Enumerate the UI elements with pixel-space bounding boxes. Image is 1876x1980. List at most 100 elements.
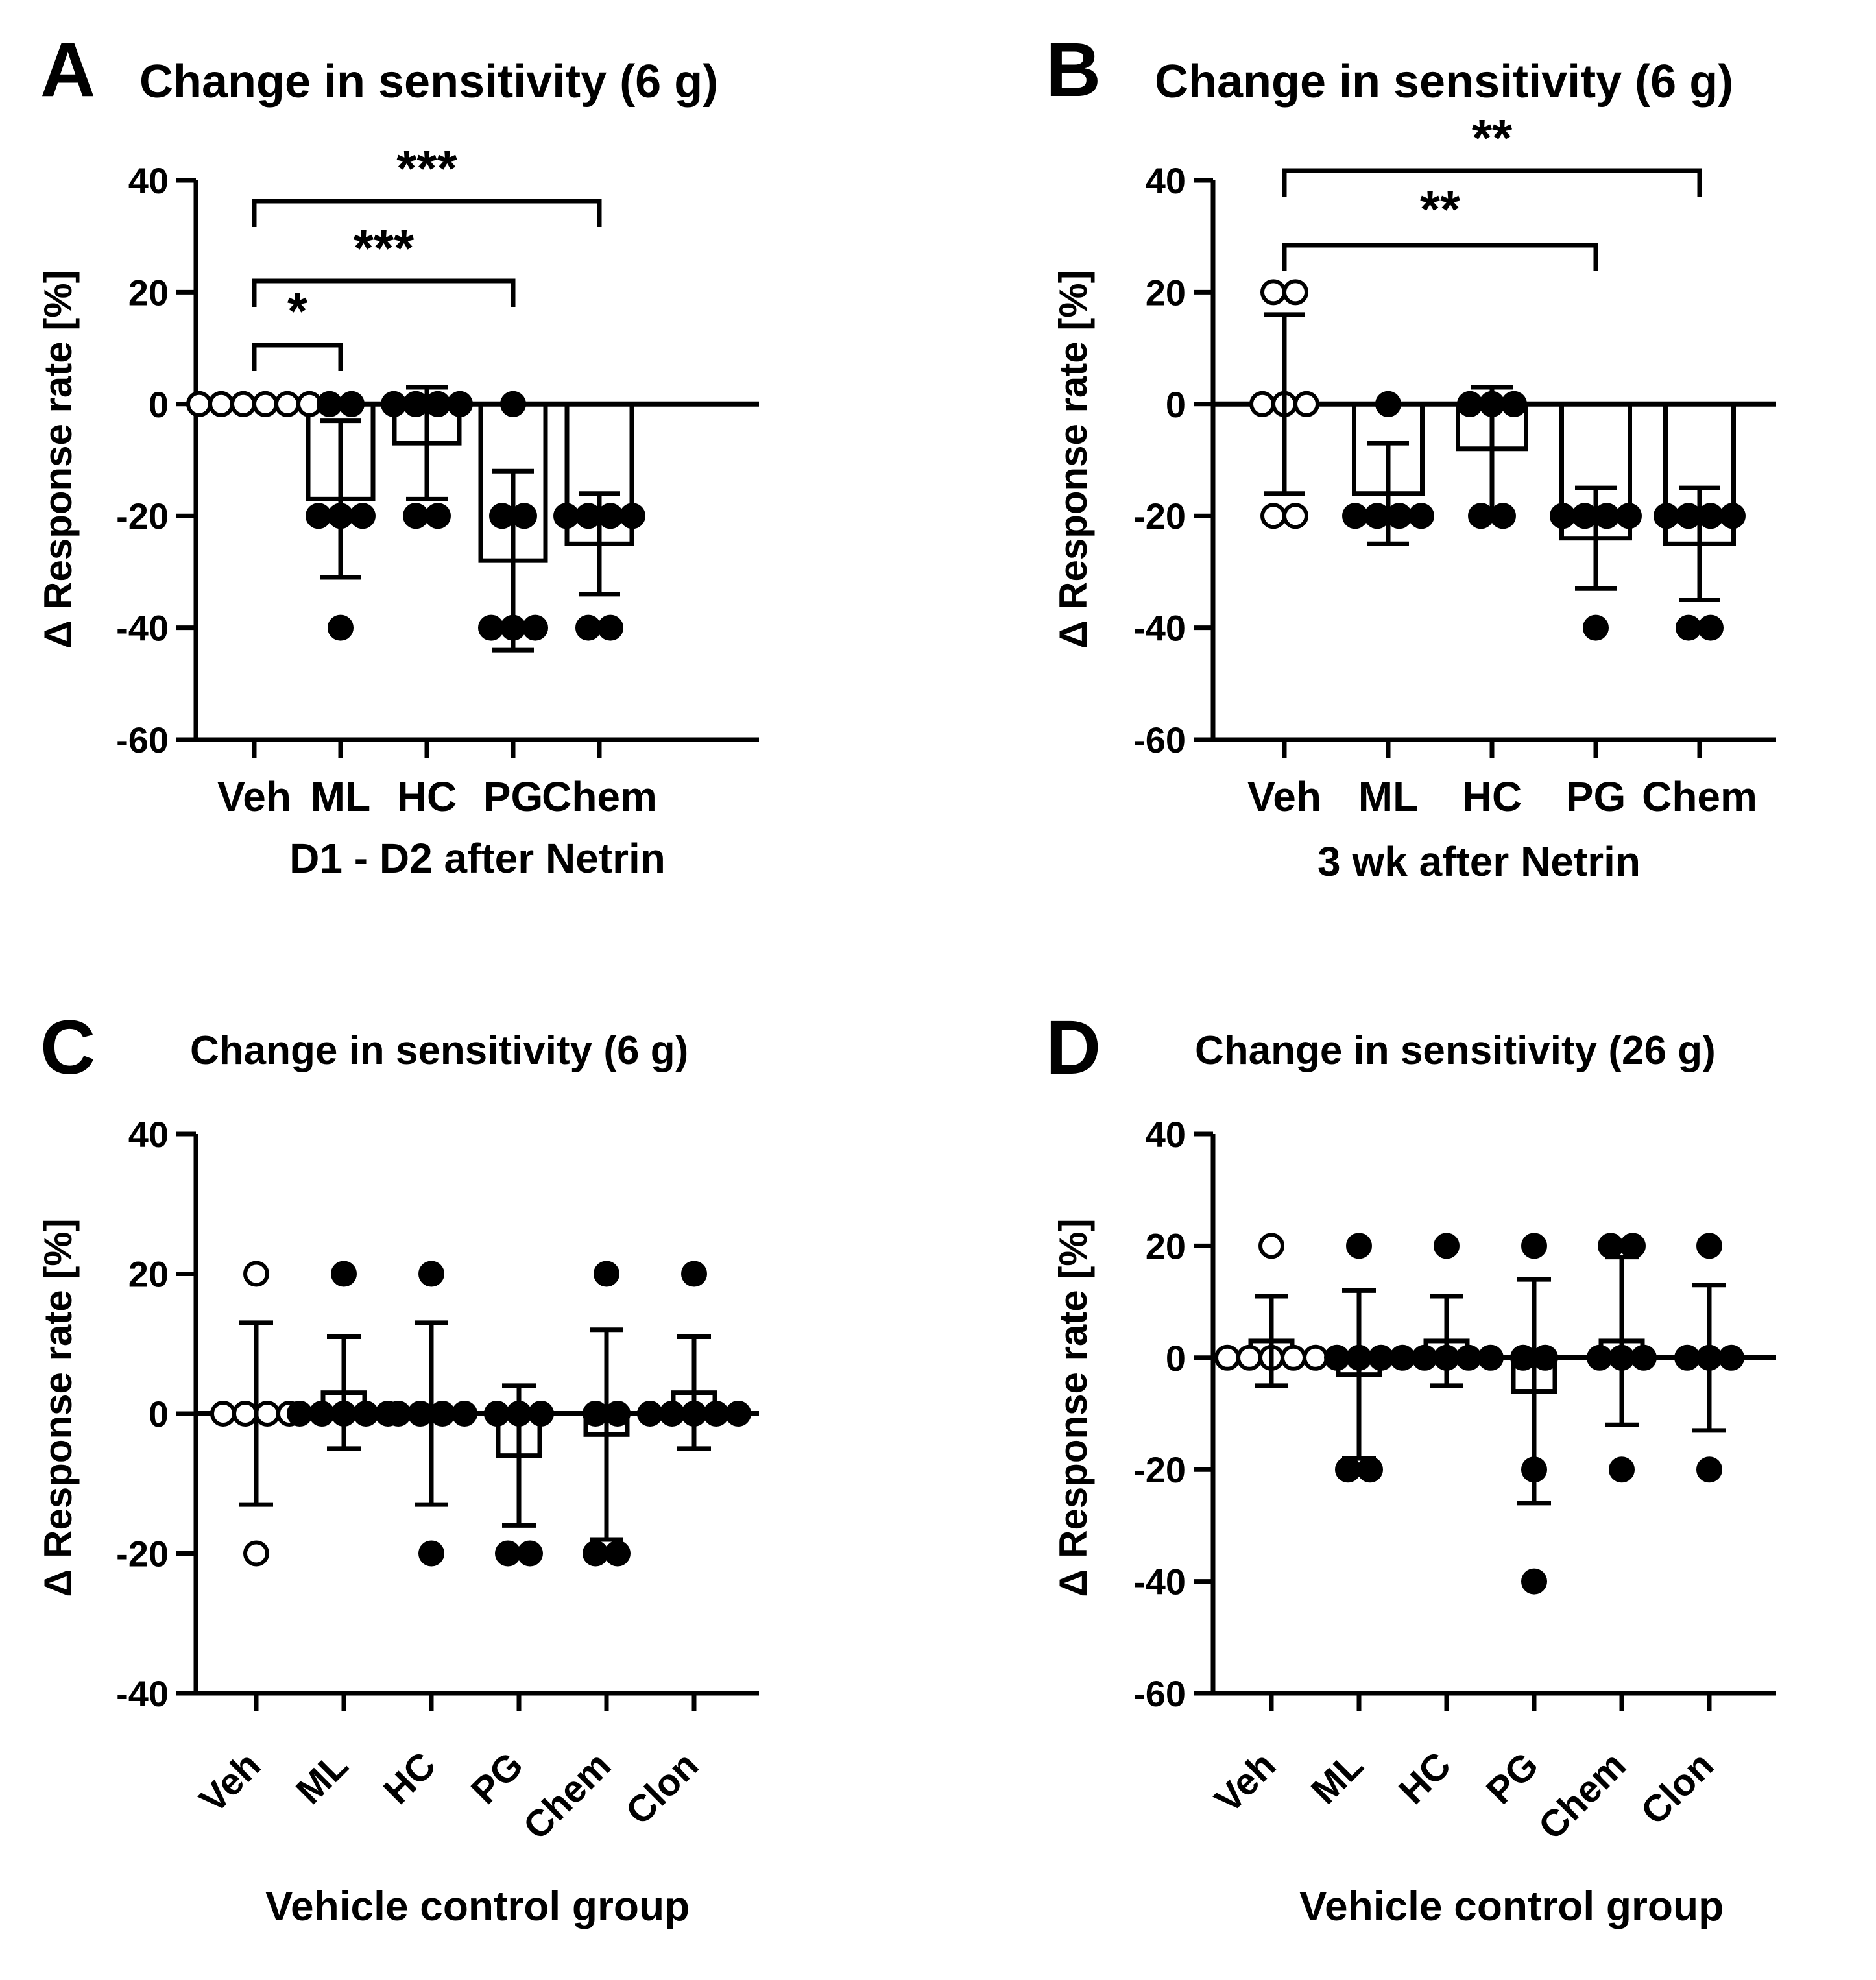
significance-bracket (252, 278, 516, 307)
data-point (495, 1540, 521, 1567)
data-point (309, 1401, 335, 1427)
x-axis-label: D1 - D2 after Netrin (289, 835, 666, 882)
category-label: HC (1462, 773, 1522, 820)
category-label: ML (288, 1744, 356, 1812)
data-point (306, 503, 331, 529)
data-point (583, 1540, 608, 1567)
y-tick-label: -40 (1133, 1562, 1186, 1602)
x-axis-label: Vehicle control group (265, 1883, 690, 1929)
y-tick-label: -20 (1133, 1449, 1186, 1490)
panel-c: C Change in sensitivity (6 g) 40 20 0 -20 -40 V… (36, 1005, 759, 1929)
data-point (1258, 1233, 1284, 1259)
data-point (1720, 503, 1746, 529)
category-label: PG (463, 1744, 531, 1812)
significance-bracket (1282, 243, 1598, 271)
data-point (575, 614, 601, 641)
data-point (484, 1401, 510, 1427)
data-point (1303, 1344, 1329, 1371)
y-tick-label: -20 (116, 496, 169, 537)
significance-bracket (1282, 168, 1702, 197)
data-point (1249, 391, 1275, 417)
y-tick-label: 20 (128, 272, 169, 313)
data-point (1532, 1344, 1558, 1371)
data-point (489, 503, 515, 529)
category-label: Veh (217, 773, 291, 820)
data-point (725, 1401, 751, 1427)
data-point (1260, 279, 1286, 306)
data-point (1698, 503, 1724, 529)
panel-letter: C (40, 1005, 95, 1091)
category-label: PG (483, 773, 543, 820)
data-point (1434, 1233, 1460, 1259)
data-point (1357, 1456, 1383, 1483)
data-point (637, 1401, 663, 1427)
data-point (317, 391, 343, 417)
data-point (1281, 1344, 1306, 1371)
data-point (1631, 1344, 1657, 1371)
data-point (232, 1401, 258, 1427)
panel-d: D Change in sensitivity (26 g)40 20 0 -20 -40… (1046, 1005, 1776, 1929)
significance-label: * (287, 282, 308, 340)
data-point (403, 503, 429, 529)
data-point (385, 1401, 411, 1427)
data-point (425, 503, 451, 529)
category-label: Chem (515, 1744, 619, 1848)
data-point (425, 391, 451, 417)
data-point (1457, 391, 1483, 417)
data-point (230, 391, 256, 417)
data-point (407, 1401, 433, 1427)
y-axis-label: Δ Response rate [%] (1052, 1218, 1095, 1597)
data-point (274, 391, 300, 417)
y-tick-label: -40 (116, 608, 169, 649)
panel-b: B Change in sensitivity (6 g) 40 20 0 -20 -40 -… (1046, 27, 1776, 885)
data-point (418, 1540, 444, 1567)
data-point (681, 1261, 707, 1287)
category-label: PG (1478, 1744, 1546, 1812)
data-point (1389, 1344, 1415, 1371)
data-point (1598, 1233, 1624, 1259)
data-point (1609, 1456, 1635, 1483)
significance-label: ** (1420, 180, 1461, 238)
data-point (1698, 614, 1724, 641)
y-tick-label: -40 (116, 1673, 169, 1714)
category-label: Chem (1642, 773, 1757, 820)
y-tick-label: 20 (1146, 1225, 1186, 1266)
data-point (1236, 1344, 1262, 1371)
x-axis-label: Vehicle control group (1299, 1883, 1724, 1929)
data-point (594, 1261, 619, 1287)
y-tick-label: 40 (1146, 160, 1186, 201)
y-tick-label: 0 (1166, 1338, 1186, 1379)
data-point (1594, 503, 1620, 529)
category-label: HC (1391, 1744, 1459, 1812)
data-point (1521, 1233, 1547, 1259)
panel-title: Change in sensitivity (6 g) (139, 56, 718, 108)
data-point (583, 1401, 608, 1427)
data-point (1282, 503, 1308, 529)
data-point (1616, 503, 1642, 529)
category-label: PG (1566, 773, 1626, 820)
data-point (208, 391, 234, 417)
data-point (1214, 1344, 1240, 1371)
data-point (252, 391, 278, 417)
data-point (429, 1401, 455, 1427)
significance-bracket (252, 199, 602, 227)
data-point (1324, 1344, 1350, 1371)
data-point (353, 1401, 379, 1427)
data-point (1550, 503, 1576, 529)
y-tick-label: 0 (149, 1394, 169, 1434)
data-point (1696, 1233, 1722, 1259)
data-point (1364, 503, 1390, 529)
data-point (381, 391, 407, 417)
data-point (597, 503, 623, 529)
data-point (597, 614, 623, 641)
data-point (328, 614, 354, 641)
category-label: Chem (542, 773, 657, 820)
data-point (1620, 1233, 1646, 1259)
data-point (243, 1540, 269, 1567)
data-point (1718, 1344, 1744, 1371)
data-point (1587, 1344, 1613, 1371)
y-tick-label: -20 (116, 1534, 169, 1575)
category-label: HC (397, 773, 457, 820)
data-point (528, 1401, 554, 1427)
